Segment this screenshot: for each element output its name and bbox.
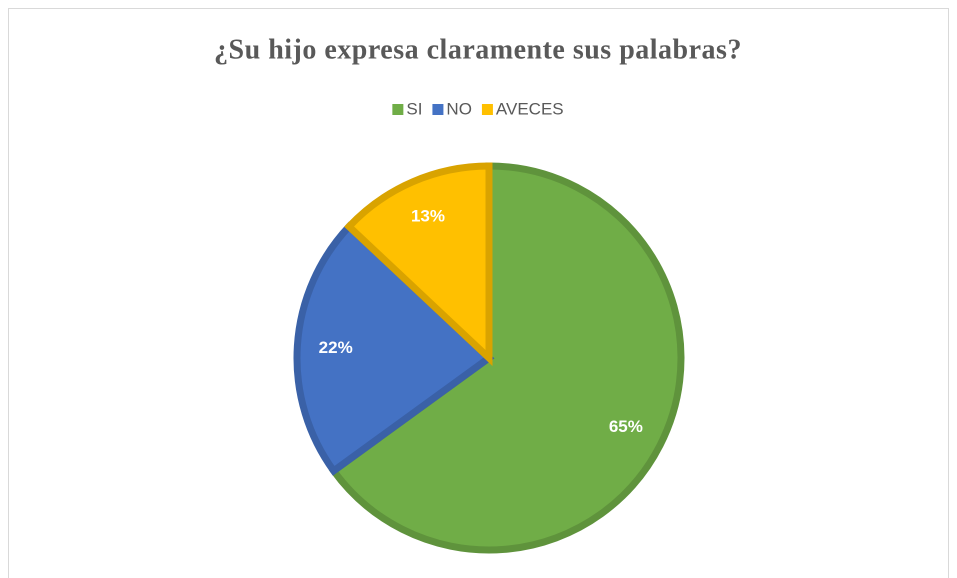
pie-slice xyxy=(328,162,685,554)
pie-slice xyxy=(293,221,495,476)
legend-swatch xyxy=(432,104,444,115)
legend-label: SI xyxy=(406,99,422,118)
legend: SI NO AVECES xyxy=(392,99,564,118)
data-label: 65% xyxy=(609,417,643,436)
legend-swatch xyxy=(481,104,493,115)
data-label: 13% xyxy=(411,207,445,226)
legend-swatch xyxy=(392,104,404,115)
data-label: 22% xyxy=(319,338,353,357)
chart-title: ¿Su hijo expresa claramente sus palabras… xyxy=(214,34,742,65)
pie-slice xyxy=(344,162,493,367)
legend-label: NO xyxy=(446,99,472,118)
legend-label: AVECES xyxy=(496,99,564,118)
